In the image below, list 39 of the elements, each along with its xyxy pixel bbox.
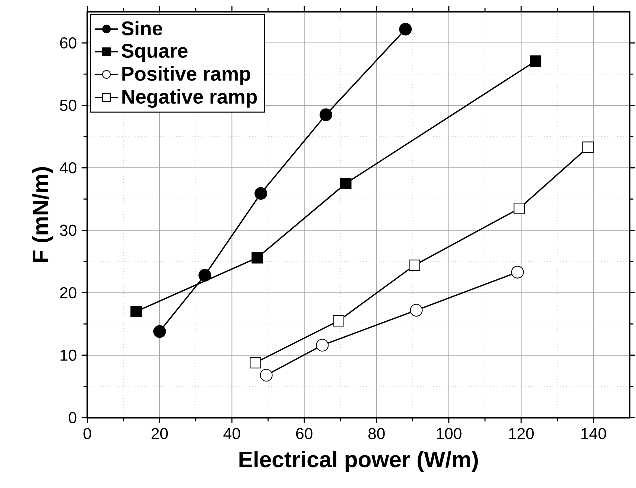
point — [316, 339, 329, 352]
x-tick-label: 100 — [437, 428, 462, 440]
point — [409, 260, 420, 272]
y-tick-label: 20 — [60, 288, 77, 299]
x-tick-label: 0 — [84, 428, 92, 440]
point — [333, 316, 344, 327]
legend-label: Positive ramp — [122, 66, 250, 86]
y-tick-label: 60 — [60, 38, 77, 49]
x-axis-title: Electrical power (W/m) — [240, 451, 478, 472]
point — [530, 56, 542, 68]
point — [130, 306, 142, 318]
point — [254, 188, 268, 200]
point — [410, 304, 423, 318]
y-tick-label: 30 — [60, 225, 77, 236]
x-tick-label: 120 — [509, 428, 534, 440]
x-tick-label: 60 — [296, 428, 313, 440]
point — [154, 326, 166, 338]
x-tick-label: 40 — [224, 428, 240, 440]
point — [340, 178, 352, 190]
point — [250, 357, 262, 369]
x-tick-label: 140 — [582, 428, 606, 440]
y-tick-label: 10 — [60, 350, 77, 362]
point — [320, 108, 333, 122]
x-tick-label: 20 — [152, 428, 168, 440]
point — [399, 23, 412, 36]
legend-label: Square — [122, 44, 188, 62]
legend-label: Sine — [122, 21, 162, 36]
y-axis-title: F (mN/m) — [32, 168, 54, 262]
point — [260, 369, 273, 382]
point — [198, 269, 212, 282]
point — [514, 203, 526, 215]
y-tick-label: 50 — [60, 100, 77, 112]
point — [511, 266, 524, 279]
y-tick-label: 40 — [60, 162, 77, 174]
point — [582, 142, 594, 154]
legend-label: Negative ramp — [122, 90, 258, 108]
point — [252, 252, 264, 264]
y-tick-label: 0 — [69, 412, 77, 424]
x-tick-label: 80 — [368, 428, 385, 440]
